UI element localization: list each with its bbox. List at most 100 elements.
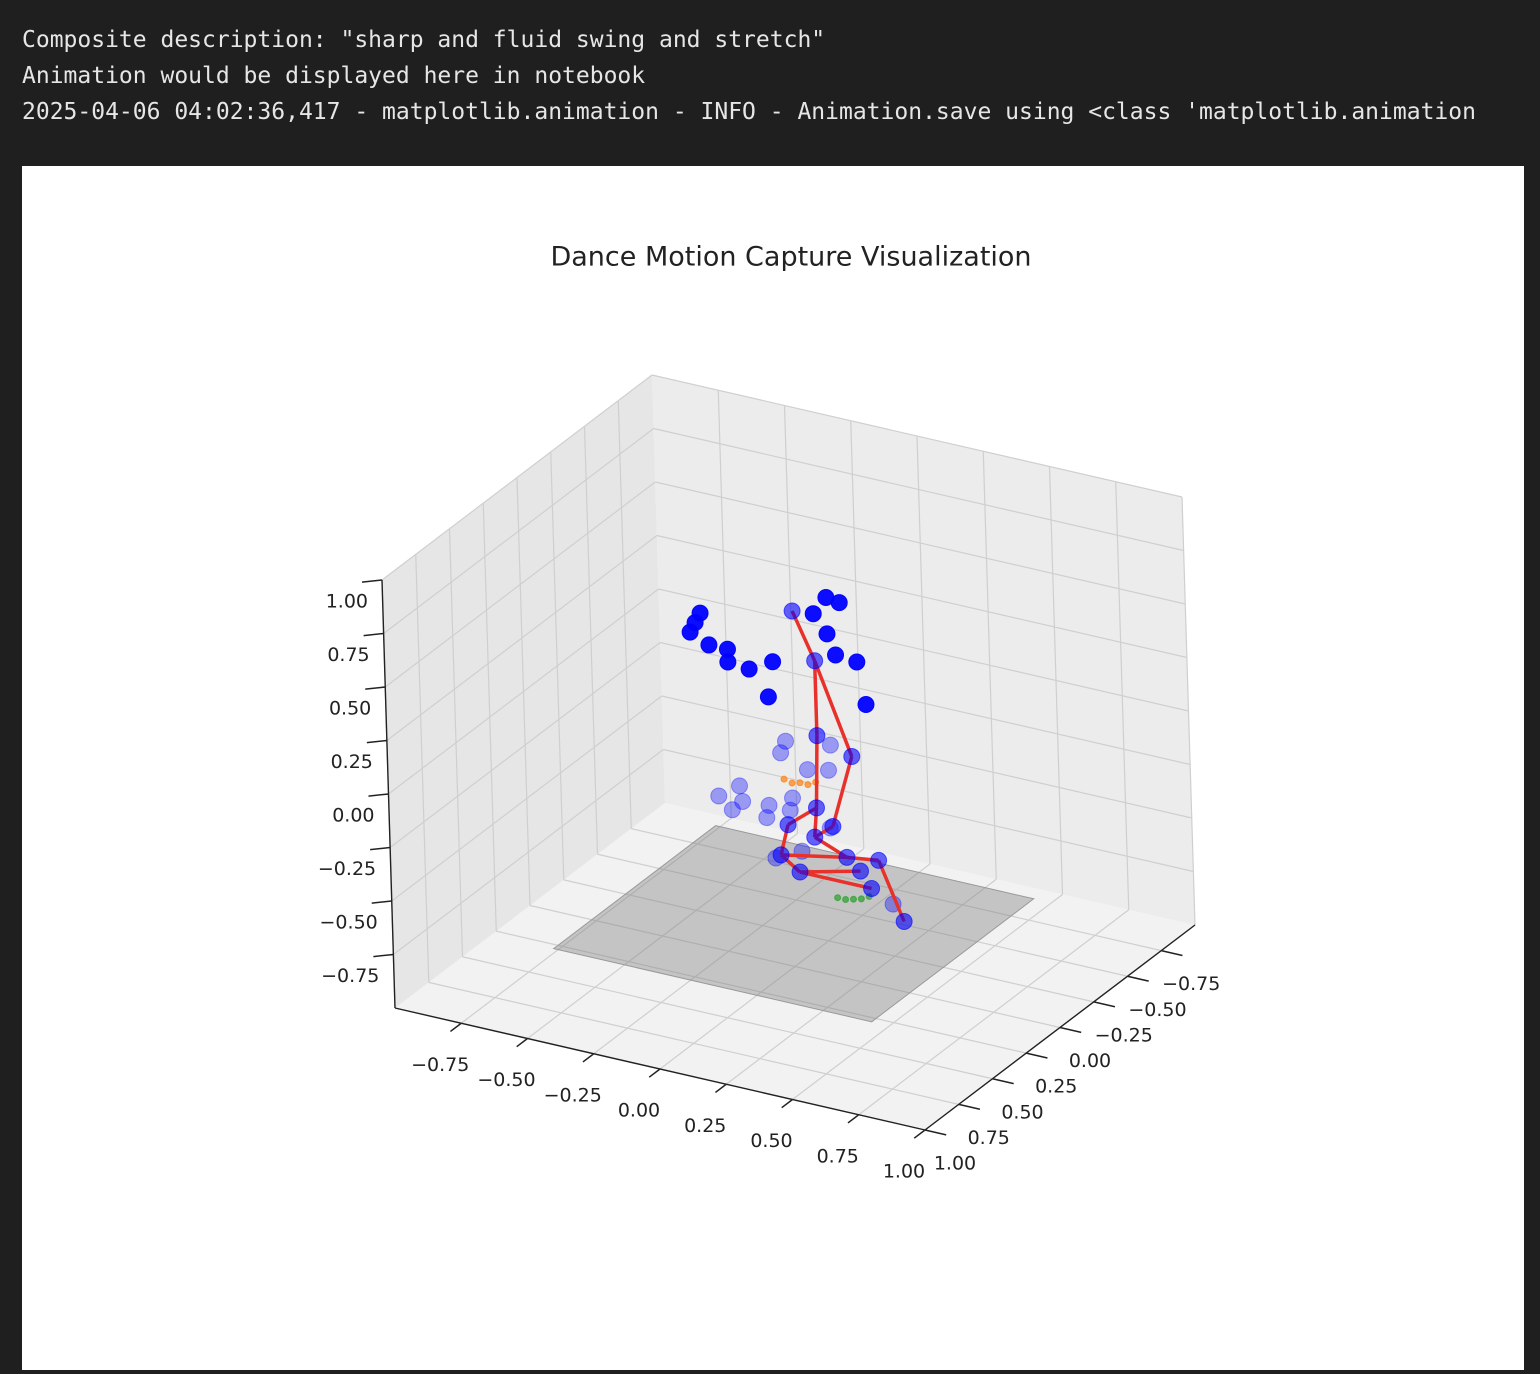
data-point [682,624,698,640]
x-tick-label: 0.25 [684,1115,726,1137]
tick-mark [925,1130,946,1135]
console-line: Animation would be displayed here in not… [22,58,1540,94]
z-tick-label: 0.00 [332,805,374,827]
y-tick-label: −0.25 [1095,1024,1153,1046]
tick-mark [649,1069,660,1077]
x-tick-label: −0.50 [477,1069,535,1091]
data-point [773,745,789,761]
figure-panel: Dance Motion Capture Visualization −0.75… [22,166,1524,1370]
data-point [807,829,823,845]
data-point [828,647,844,663]
data-point [853,863,869,879]
data-point [831,595,847,611]
data-point [821,762,837,778]
tick-mark [365,687,385,689]
z-tick-label: −0.25 [318,858,376,880]
data-point [780,817,796,833]
tick-mark [364,634,384,636]
data-point [792,864,808,880]
data-point [849,654,865,670]
bone [781,855,847,857]
tick-mark [914,1130,925,1138]
data-point [805,782,811,788]
data-point [711,788,727,804]
tick-mark [1161,951,1182,956]
tick-mark [782,1100,793,1108]
data-point [839,849,855,865]
data-point [805,606,821,622]
tick-mark [1128,976,1149,981]
data-point [807,653,823,669]
y-tick-label: 0.00 [1069,1050,1111,1072]
tick-mark [372,901,392,903]
y-tick-label: 0.25 [1035,1076,1077,1098]
console-output: Composite description: "sharp and fluid … [22,22,1540,130]
data-point [858,696,874,712]
tick-mark [959,1104,980,1109]
tick-mark [1094,1002,1115,1007]
x-tick-label: 1.00 [883,1161,925,1183]
data-point [724,802,740,818]
data-point [858,896,864,902]
data-point [825,818,841,834]
data-point [760,689,776,705]
data-point [797,780,803,786]
z-tick-label: 0.75 [327,644,369,666]
data-point [843,897,849,903]
data-point [701,637,717,653]
data-point [741,661,757,677]
tick-mark [362,580,382,582]
data-point [759,810,775,826]
tick-mark [373,955,393,957]
data-point [765,654,781,670]
tick-mark [715,1084,726,1092]
tick-mark [517,1039,528,1047]
x-tick-label: 0.00 [618,1100,660,1122]
z-tick-label: 1.00 [326,591,368,613]
data-point [808,800,824,816]
z-tick-label: −0.50 [320,912,378,934]
x-tick-label: 0.75 [817,1145,859,1167]
chart-title: Dance Motion Capture Visualization [550,242,1031,273]
tick-mark [1026,1053,1047,1058]
tick-mark [1060,1028,1081,1033]
y-tick-label: −0.50 [1128,999,1186,1021]
tick-mark [450,1023,461,1031]
y-tick-label: 0.50 [1001,1101,1043,1123]
data-point [809,728,825,744]
data-point [784,603,800,619]
data-point [789,780,795,786]
chart: Dance Motion Capture Visualization −0.75… [22,166,1524,1370]
data-point [732,778,748,794]
bone [815,661,817,736]
x-tick-label: −0.75 [411,1054,469,1076]
z-tick-label: 0.50 [329,698,371,720]
data-point [822,737,838,753]
tick-mark [367,741,387,743]
data-point [799,762,815,778]
data-point [782,802,798,818]
data-point [896,914,912,930]
z-tick-label: −0.75 [321,965,379,987]
tick-mark [848,1115,859,1123]
console-line: Composite description: "sharp and fluid … [22,22,1540,58]
console-line: 2025-04-06 04:02:36,417 - matplotlib.ani… [22,94,1540,130]
y-tick-label: −0.75 [1162,973,1220,995]
tick-mark [369,794,389,796]
data-point [720,654,736,670]
tick-mark [993,1079,1014,1084]
y-tick-label: 0.75 [968,1127,1010,1149]
tick-mark [370,848,390,850]
data-point [835,895,841,901]
data-point [850,896,856,902]
data-point [773,847,789,863]
x-tick-label: −0.25 [544,1084,602,1106]
data-point [781,776,787,782]
data-point [864,881,880,897]
y-tick-label: 1.00 [934,1153,976,1175]
data-point [871,852,887,868]
data-point [844,748,860,764]
data-point [819,626,835,642]
z-tick-label: 0.25 [331,751,373,773]
